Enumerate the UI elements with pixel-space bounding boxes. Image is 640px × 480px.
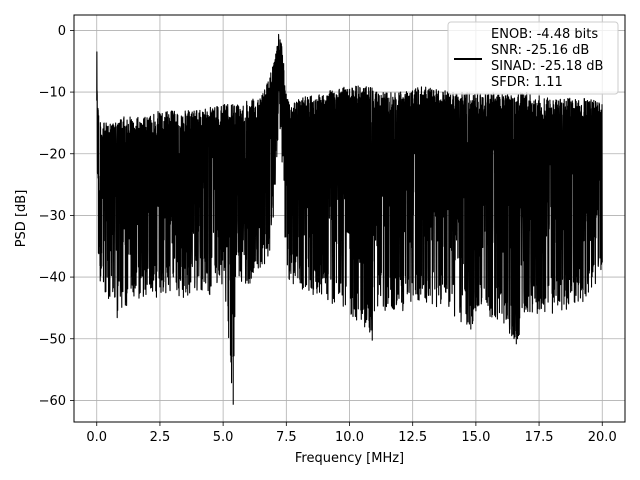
legend-entry-3: SFDR: 1.11 <box>491 75 563 90</box>
x-axis-label: Frequency [MHz] <box>295 451 404 466</box>
y-tick-label: −50 <box>39 332 66 347</box>
y-tick-label: −10 <box>39 86 66 101</box>
x-tick-label: 12.5 <box>398 430 427 445</box>
y-axis-label: PSD [dB] <box>14 190 29 248</box>
legend-entry-2: SINAD: -25.18 dB <box>491 59 603 74</box>
x-tick-label: 0.0 <box>86 430 107 445</box>
psd-line <box>96 33 603 405</box>
x-axis-ticks: 0.0 2.5 5.0 7.5 10.0 12.5 15.0 17.5 20.0 <box>86 422 617 445</box>
y-tick-label: −40 <box>39 271 66 286</box>
legend-entry-1: SNR: -25.16 dB <box>491 43 589 58</box>
x-tick-label: 10.0 <box>335 430 364 445</box>
x-tick-label: 15.0 <box>461 430 490 445</box>
y-tick-label: −20 <box>39 147 66 162</box>
x-tick-label: 17.5 <box>525 430 554 445</box>
legend-entry-0: ENOB: -4.48 bits <box>491 27 598 42</box>
y-axis-ticks: 0 −10 −20 −30 −40 −50 −60 <box>39 24 74 409</box>
y-tick-label: 0 <box>58 24 66 39</box>
x-tick-label: 20.0 <box>588 430 617 445</box>
x-tick-label: 7.5 <box>276 430 297 445</box>
x-tick-label: 5.0 <box>213 430 234 445</box>
y-tick-label: −60 <box>39 394 66 409</box>
y-tick-label: −30 <box>39 209 66 224</box>
legend-box <box>447 21 619 95</box>
psd-trace <box>96 33 603 405</box>
x-tick-label: 2.5 <box>150 430 171 445</box>
